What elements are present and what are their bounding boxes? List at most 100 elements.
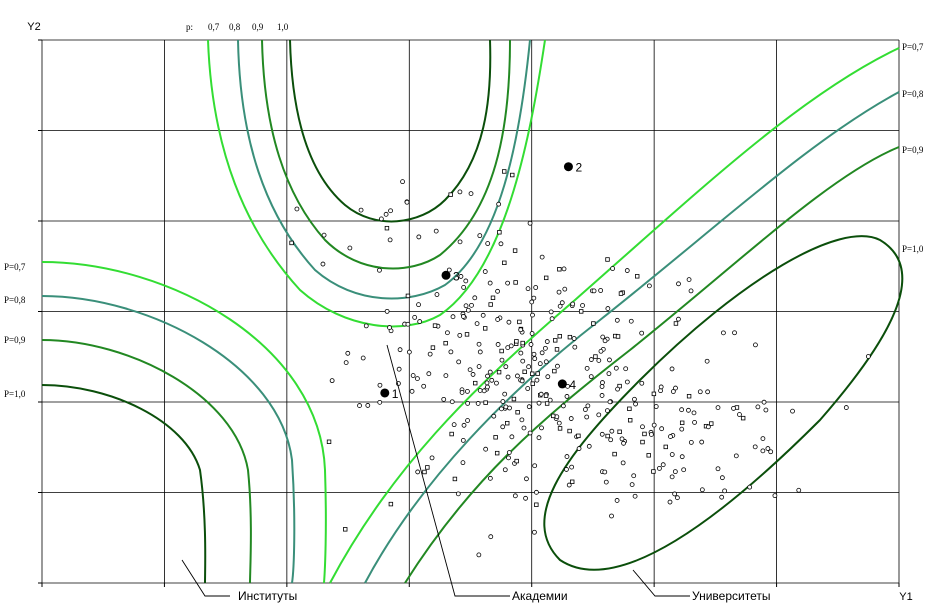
data-point xyxy=(659,426,665,432)
data-point xyxy=(530,381,535,386)
data-point xyxy=(686,393,692,399)
data-point xyxy=(571,336,577,341)
data-point xyxy=(640,439,645,445)
data-point xyxy=(629,482,635,488)
data-point xyxy=(585,403,591,409)
data-point xyxy=(449,399,455,405)
data-point xyxy=(632,493,638,499)
data-point xyxy=(494,380,499,386)
data-point xyxy=(506,455,511,461)
data-point xyxy=(496,201,502,207)
data-point xyxy=(543,275,549,281)
data-point xyxy=(450,314,456,320)
data-point xyxy=(705,424,711,430)
data-point xyxy=(673,321,679,326)
data-point xyxy=(674,495,680,501)
data-point xyxy=(679,407,685,413)
data-point xyxy=(388,208,393,214)
data-point xyxy=(715,466,721,472)
data-point xyxy=(384,308,390,314)
data-point xyxy=(458,274,464,279)
data-point xyxy=(405,321,411,327)
data-point xyxy=(461,314,466,319)
data-point xyxy=(499,357,505,363)
data-point xyxy=(628,318,634,324)
data-point xyxy=(498,241,504,247)
data-point xyxy=(446,267,452,273)
data-point xyxy=(538,391,544,397)
contour-right-label: P=1,0 xyxy=(902,244,924,254)
data-point xyxy=(477,388,483,393)
data-point xyxy=(426,371,432,377)
data-point xyxy=(463,303,469,309)
data-point xyxy=(400,179,405,185)
data-point xyxy=(515,373,520,379)
data-point xyxy=(515,410,520,415)
contour-right-label: P=0,8 xyxy=(902,89,924,99)
data-point xyxy=(686,277,692,283)
data-point xyxy=(477,233,483,239)
data-point xyxy=(705,389,711,395)
data-point xyxy=(448,349,454,355)
data-point xyxy=(457,332,463,338)
data-point xyxy=(461,284,467,290)
data-point xyxy=(387,325,392,330)
data-point xyxy=(343,527,348,532)
data-point xyxy=(499,348,504,354)
data-point xyxy=(554,414,560,420)
data-point xyxy=(669,366,675,372)
data-point xyxy=(596,412,602,418)
data-point xyxy=(505,420,510,426)
data-point xyxy=(567,334,573,340)
data-point xyxy=(567,428,572,434)
data-point xyxy=(614,498,620,503)
contour-top-header: p: xyxy=(186,22,193,32)
data-point xyxy=(500,424,506,430)
data-point xyxy=(505,280,511,286)
centroid-label-3: 3 xyxy=(453,269,460,283)
contour-left-p10 xyxy=(41,384,207,584)
data-point xyxy=(480,312,486,318)
data-point xyxy=(524,476,529,482)
data-point xyxy=(552,368,557,374)
data-point xyxy=(640,424,645,430)
data-point xyxy=(532,356,538,362)
data-point xyxy=(533,285,539,290)
data-point xyxy=(639,380,645,386)
data-point xyxy=(483,400,488,405)
data-point xyxy=(772,493,778,499)
data-point xyxy=(499,406,504,412)
contour-top-p08 xyxy=(237,39,531,300)
data-point xyxy=(329,378,335,384)
data-point xyxy=(521,425,527,431)
data-point xyxy=(865,354,871,359)
data-point xyxy=(719,494,725,500)
data-point xyxy=(532,529,537,535)
data-point xyxy=(753,342,758,348)
group-label-universities: Университеты xyxy=(692,589,770,603)
data-point xyxy=(548,309,554,315)
data-point xyxy=(527,430,533,436)
contour-top-p07 xyxy=(207,39,546,328)
data-point xyxy=(519,417,525,423)
data-point xyxy=(465,388,470,394)
data-point xyxy=(416,234,422,240)
contour-top-label: 1,0 xyxy=(277,22,289,32)
data-point xyxy=(443,373,449,379)
data-point xyxy=(651,391,657,397)
data-point xyxy=(519,378,525,384)
data-point xyxy=(556,420,562,426)
data-point xyxy=(460,460,466,466)
data-point xyxy=(699,439,705,445)
data-point xyxy=(582,407,588,412)
data-point xyxy=(642,431,647,437)
data-point xyxy=(740,415,746,421)
data-point xyxy=(457,189,463,195)
data-point xyxy=(421,383,427,389)
data-point xyxy=(500,399,506,404)
data-point xyxy=(602,338,608,344)
contour-ellipse-p10 xyxy=(543,235,904,571)
contour-left-label: P=0,8 xyxy=(4,295,26,305)
data-point xyxy=(752,444,758,450)
data-point xyxy=(465,400,471,406)
